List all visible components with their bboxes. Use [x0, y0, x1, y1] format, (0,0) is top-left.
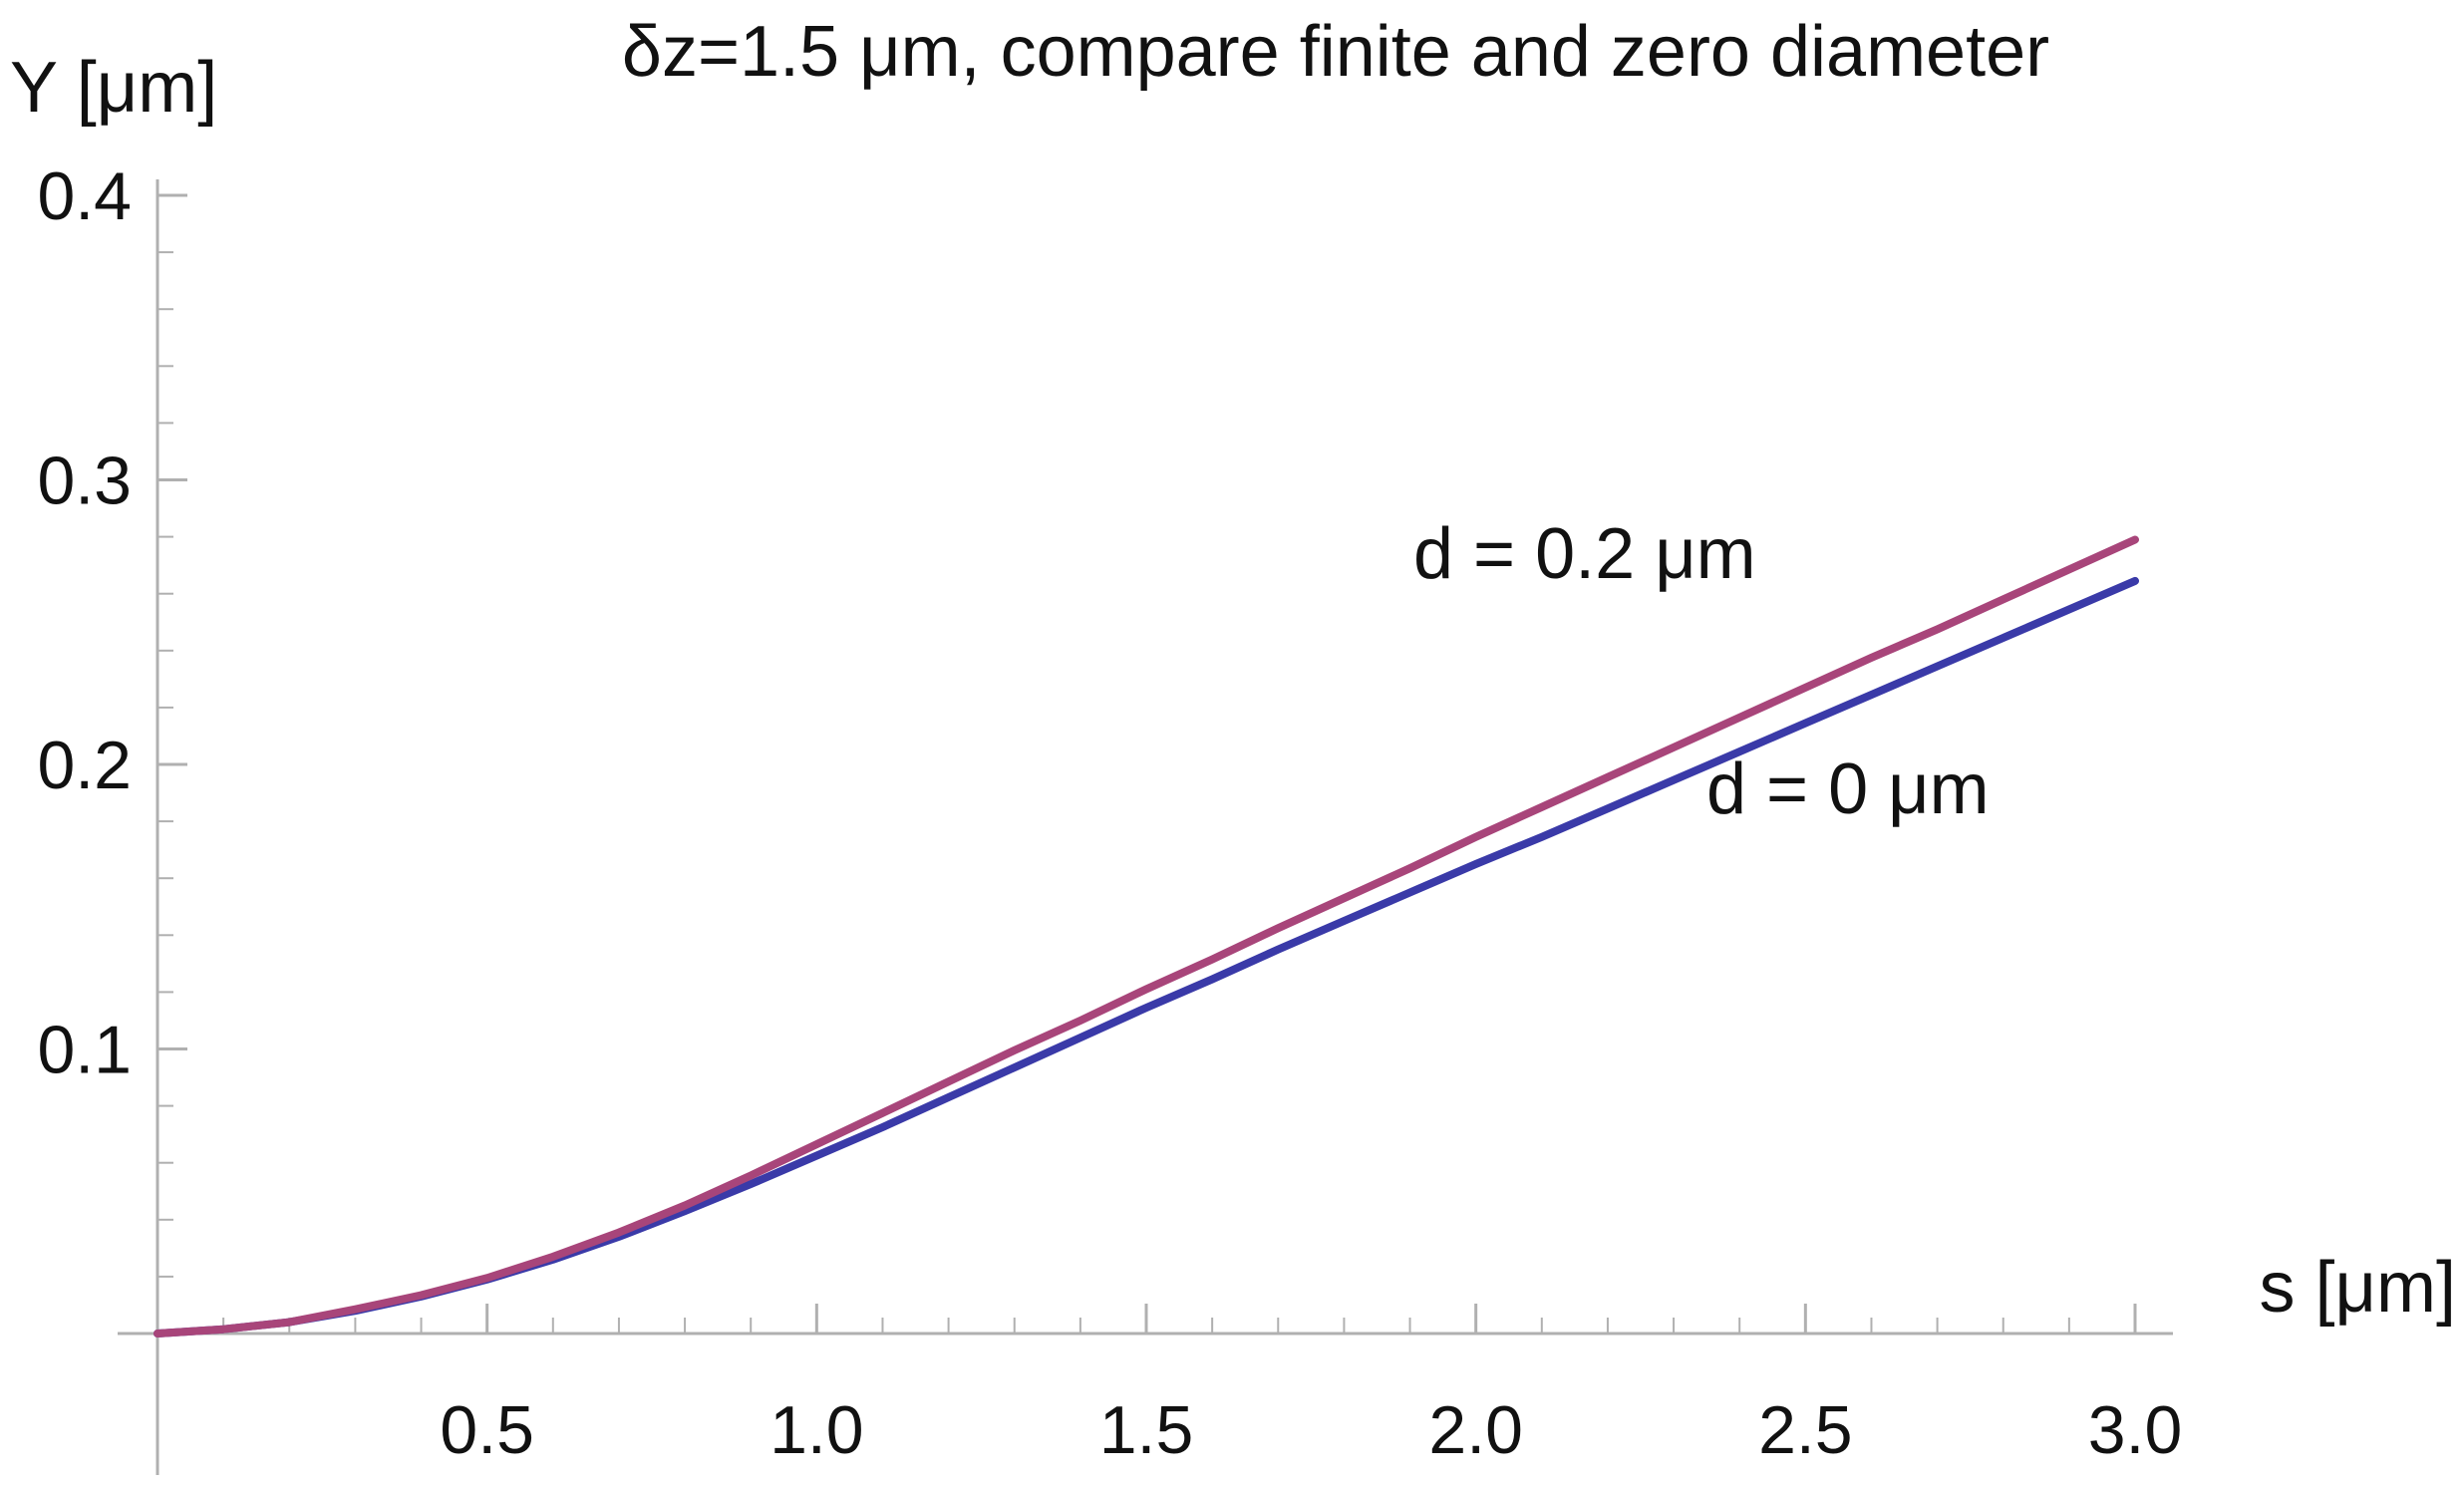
tick-labels: 0.5 1.0 1.5 2.0 2.5 3.0 0.1 0.2 0.3 0.4 [37, 158, 2182, 1468]
y-tick-label: 0.4 [37, 158, 132, 234]
x-tick-label: 0.5 [440, 1392, 534, 1468]
x-tick-label: 1.5 [1099, 1392, 1194, 1468]
series-group [154, 535, 2139, 1338]
y-tick-label: 0.3 [37, 444, 132, 519]
series-line-finite-diameter [154, 535, 2139, 1338]
x-axis-label: s [μm] [2260, 1248, 2456, 1328]
chart-title: δz=1.5 μm, compare finite and zero diame… [622, 12, 2049, 92]
y-tick-label: 0.2 [37, 728, 132, 803]
series-line-zero-diameter [154, 576, 2139, 1338]
series-label-zero-diameter: d = 0 μm [1706, 749, 1990, 829]
x-tick-label: 3.0 [2088, 1392, 2183, 1468]
x-tick-label: 2.0 [1428, 1392, 1523, 1468]
axis-ticks [157, 193, 2137, 1334]
y-axis-label: Y [μm] [10, 48, 217, 128]
x-tick-label: 1.0 [770, 1392, 864, 1468]
y-tick-label: 0.1 [37, 1013, 132, 1088]
x-tick-label: 2.5 [1758, 1392, 1853, 1468]
series-label-finite-diameter: d = 0.2 μm [1413, 514, 1756, 594]
